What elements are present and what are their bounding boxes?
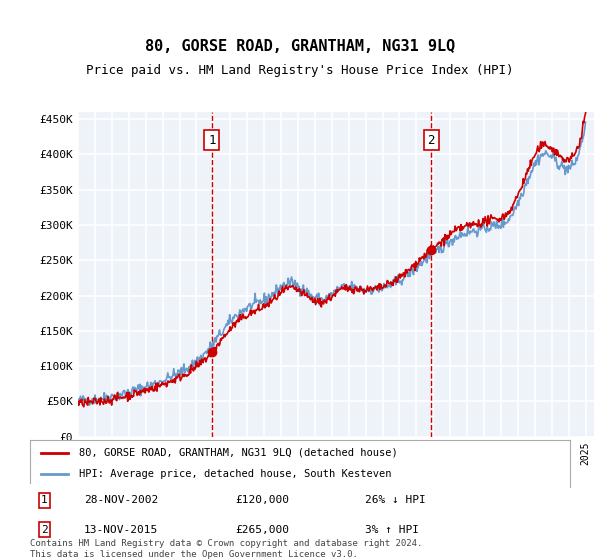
Text: Price paid vs. HM Land Registry's House Price Index (HPI): Price paid vs. HM Land Registry's House … <box>86 64 514 77</box>
Text: 2: 2 <box>41 525 47 535</box>
Text: 1: 1 <box>208 134 215 147</box>
Text: 26% ↓ HPI: 26% ↓ HPI <box>365 496 425 506</box>
Text: 2: 2 <box>427 134 435 147</box>
Text: 28-NOV-2002: 28-NOV-2002 <box>84 496 158 506</box>
Text: 80, GORSE ROAD, GRANTHAM, NG31 9LQ (detached house): 80, GORSE ROAD, GRANTHAM, NG31 9LQ (deta… <box>79 448 397 458</box>
Text: HPI: Average price, detached house, South Kesteven: HPI: Average price, detached house, Sout… <box>79 469 391 479</box>
Text: £265,000: £265,000 <box>235 525 289 535</box>
Text: 1: 1 <box>41 496 47 506</box>
Text: 80, GORSE ROAD, GRANTHAM, NG31 9LQ: 80, GORSE ROAD, GRANTHAM, NG31 9LQ <box>145 39 455 54</box>
Text: £120,000: £120,000 <box>235 496 289 506</box>
Text: 13-NOV-2015: 13-NOV-2015 <box>84 525 158 535</box>
Text: Contains HM Land Registry data © Crown copyright and database right 2024.
This d: Contains HM Land Registry data © Crown c… <box>30 539 422 559</box>
Text: 3% ↑ HPI: 3% ↑ HPI <box>365 525 419 535</box>
